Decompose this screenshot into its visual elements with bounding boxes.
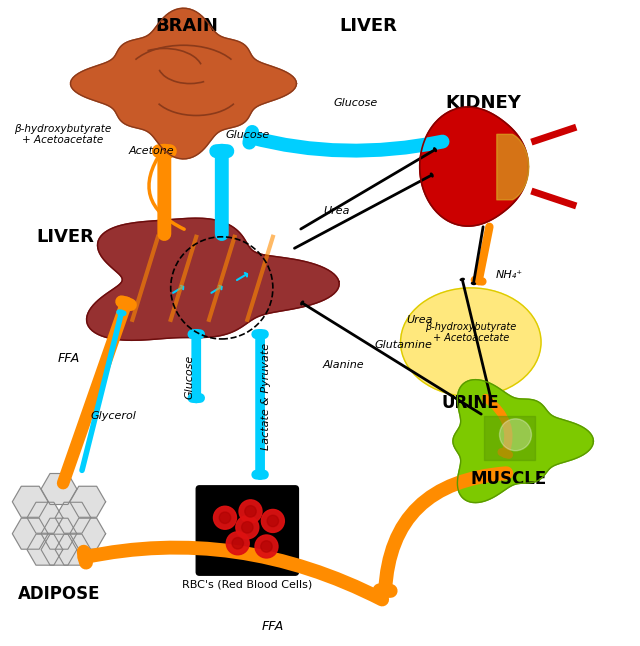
Polygon shape bbox=[70, 8, 296, 159]
Ellipse shape bbox=[401, 288, 541, 397]
Polygon shape bbox=[70, 518, 106, 549]
Text: Glucose: Glucose bbox=[333, 98, 378, 108]
Text: Acetone: Acetone bbox=[129, 145, 174, 156]
Text: Glucose: Glucose bbox=[185, 355, 195, 399]
Polygon shape bbox=[70, 486, 106, 517]
FancyBboxPatch shape bbox=[196, 486, 298, 575]
Text: LIVER: LIVER bbox=[36, 228, 94, 246]
Text: BRAIN: BRAIN bbox=[156, 17, 218, 35]
Polygon shape bbox=[41, 474, 77, 505]
Circle shape bbox=[244, 506, 256, 517]
Text: Glycerol: Glycerol bbox=[90, 411, 136, 421]
Text: LIVER: LIVER bbox=[340, 17, 397, 35]
Polygon shape bbox=[41, 518, 77, 549]
Circle shape bbox=[220, 512, 231, 523]
Circle shape bbox=[261, 510, 284, 532]
Text: Glutamine: Glutamine bbox=[375, 340, 433, 350]
Circle shape bbox=[236, 516, 259, 539]
Circle shape bbox=[260, 541, 272, 552]
Text: Glucose: Glucose bbox=[225, 130, 269, 140]
Circle shape bbox=[267, 516, 278, 526]
Text: ADIPOSE: ADIPOSE bbox=[18, 585, 100, 603]
Circle shape bbox=[500, 419, 531, 451]
Circle shape bbox=[227, 532, 249, 555]
Circle shape bbox=[239, 500, 262, 523]
Text: FFA: FFA bbox=[262, 620, 284, 633]
Polygon shape bbox=[41, 534, 77, 565]
Text: β-hydroxybutyrate
+ Acetoacetate: β-hydroxybutyrate + Acetoacetate bbox=[13, 124, 111, 145]
Text: KIDNEY: KIDNEY bbox=[445, 94, 522, 112]
Text: RBC's (Red Blood Cells): RBC's (Red Blood Cells) bbox=[182, 579, 312, 590]
Polygon shape bbox=[12, 486, 48, 517]
Polygon shape bbox=[420, 107, 528, 226]
Circle shape bbox=[255, 535, 278, 558]
Text: β-hydroxybutyrate
+ Acetoacetate: β-hydroxybutyrate + Acetoacetate bbox=[425, 322, 516, 344]
Polygon shape bbox=[86, 218, 339, 340]
Polygon shape bbox=[55, 534, 91, 565]
Polygon shape bbox=[27, 502, 63, 533]
Polygon shape bbox=[55, 502, 91, 533]
Circle shape bbox=[214, 506, 236, 529]
Circle shape bbox=[232, 537, 243, 549]
Polygon shape bbox=[453, 380, 593, 503]
Text: MUSCLE: MUSCLE bbox=[471, 470, 547, 488]
Text: Urea: Urea bbox=[323, 206, 350, 216]
Text: NH₄⁺: NH₄⁺ bbox=[495, 270, 523, 280]
Text: Alanine: Alanine bbox=[323, 360, 364, 370]
Text: Urea: Urea bbox=[406, 315, 433, 325]
Text: Lactate & Pyruvate: Lactate & Pyruvate bbox=[262, 343, 271, 450]
Text: FFA: FFA bbox=[58, 351, 79, 364]
Circle shape bbox=[241, 521, 253, 533]
Polygon shape bbox=[27, 534, 63, 565]
Polygon shape bbox=[12, 518, 48, 549]
Text: URINE: URINE bbox=[442, 394, 500, 412]
